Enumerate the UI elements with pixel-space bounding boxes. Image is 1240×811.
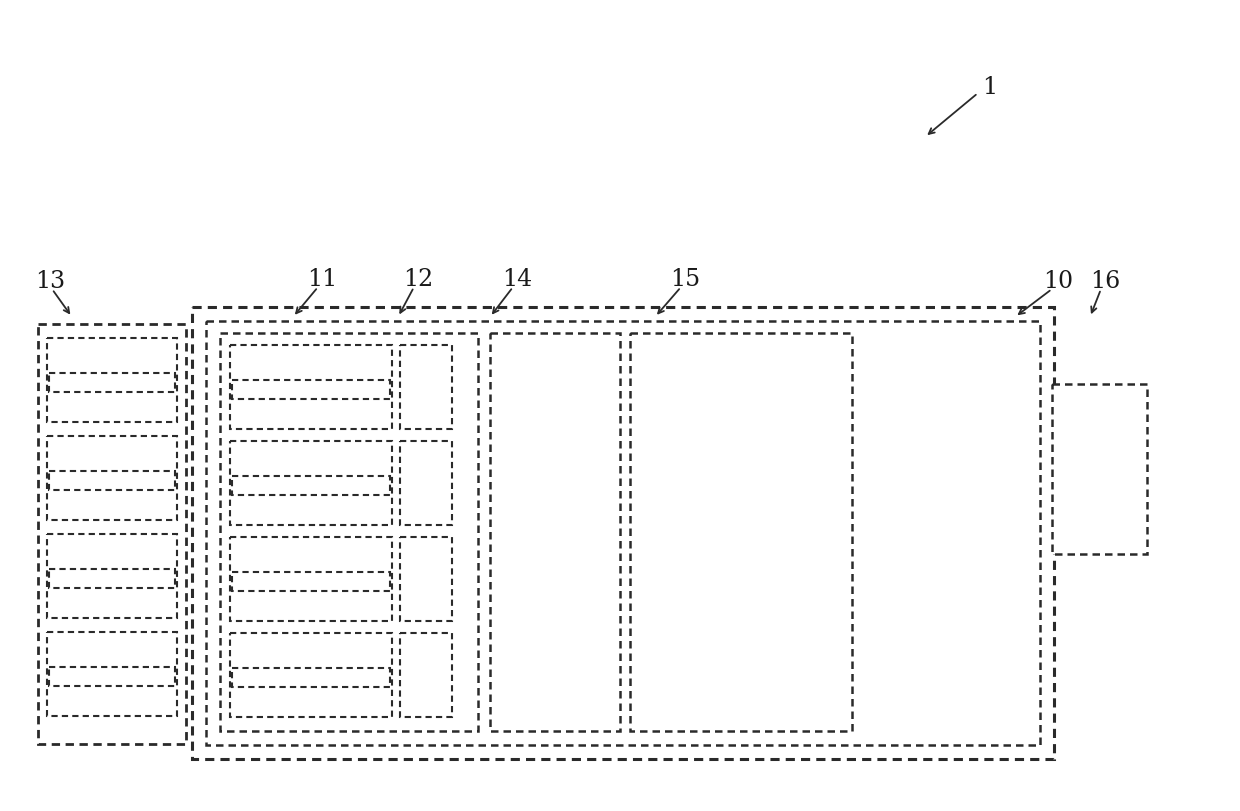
Bar <box>47 534 177 618</box>
Bar <box>219 333 477 731</box>
Bar <box>401 633 453 717</box>
Bar <box>47 338 177 423</box>
Bar <box>232 381 391 399</box>
Bar <box>232 573 391 591</box>
Text: 13: 13 <box>35 270 64 293</box>
Text: 1: 1 <box>982 76 997 100</box>
Bar <box>1052 384 1147 554</box>
Text: 16: 16 <box>1090 270 1120 293</box>
Text: 15: 15 <box>670 268 701 291</box>
Bar <box>229 633 392 717</box>
Bar <box>47 633 177 716</box>
Bar <box>206 322 1040 745</box>
Bar <box>192 307 1054 759</box>
Text: 10: 10 <box>1043 270 1073 293</box>
Bar <box>232 668 391 687</box>
Bar <box>401 538 453 621</box>
Bar <box>229 345 392 430</box>
Bar <box>630 333 852 731</box>
Text: 14: 14 <box>502 268 532 291</box>
Bar <box>401 441 453 526</box>
Bar <box>50 472 175 490</box>
Bar <box>229 538 392 621</box>
Bar <box>50 374 175 393</box>
Bar <box>229 441 392 526</box>
Bar <box>401 345 453 430</box>
Text: 11: 11 <box>306 268 337 291</box>
Bar <box>47 436 177 521</box>
Bar <box>38 324 186 744</box>
Text: 12: 12 <box>403 268 433 291</box>
Bar <box>50 569 175 588</box>
Bar <box>50 667 175 686</box>
Bar <box>490 333 620 731</box>
Bar <box>232 477 391 496</box>
